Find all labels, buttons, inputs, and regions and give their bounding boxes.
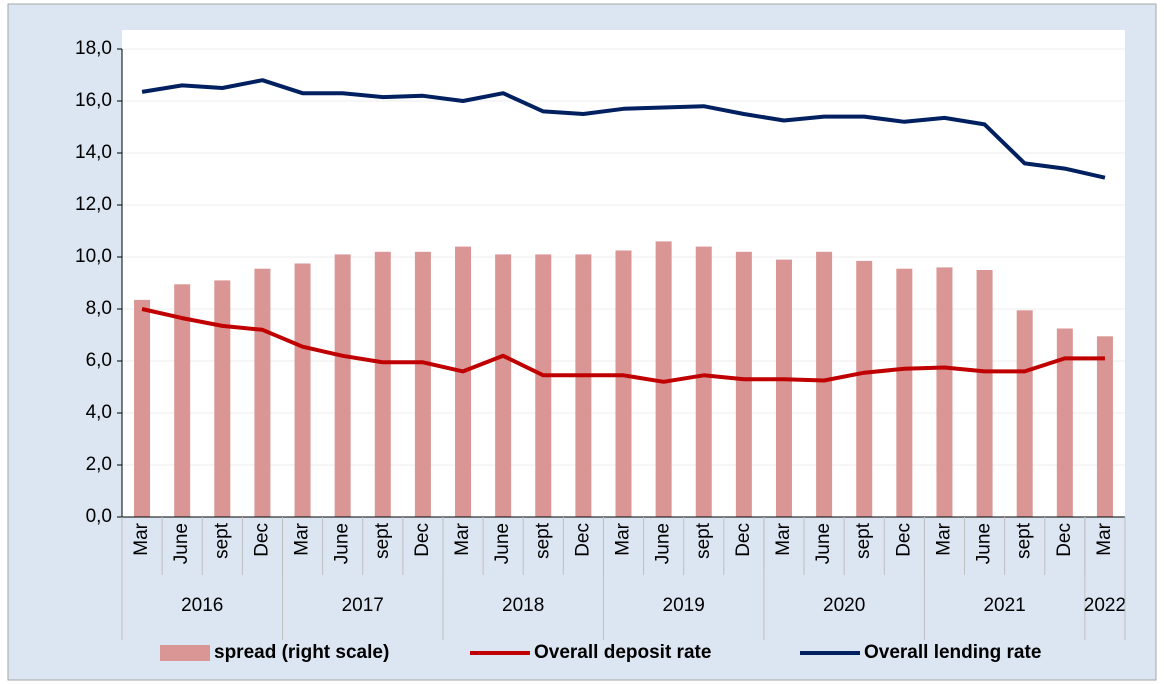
bar bbox=[374, 251, 391, 518]
y-tick-label: 16,0 bbox=[75, 90, 112, 111]
x-tick-label: Dec bbox=[412, 523, 433, 557]
line bbox=[141, 307, 1105, 384]
bar bbox=[1056, 328, 1073, 517]
x-tick-label: Dec bbox=[251, 523, 272, 557]
x-group-label: 2020 bbox=[823, 595, 865, 616]
x-tick-label: sept bbox=[1014, 522, 1035, 559]
x-tick-label: June bbox=[171, 523, 192, 564]
legend-swatch bbox=[160, 645, 210, 661]
y-tick-label: 6,0 bbox=[86, 350, 112, 371]
x-tick-label: Dec bbox=[733, 523, 754, 557]
bar bbox=[174, 284, 191, 517]
x-group-label: 2019 bbox=[663, 595, 705, 616]
y-tick-label: 10,0 bbox=[75, 246, 112, 267]
x-group-label: 2021 bbox=[983, 595, 1025, 616]
x-tick-label: sept bbox=[372, 522, 393, 559]
x-tick-label: Dec bbox=[572, 523, 593, 557]
bar bbox=[455, 246, 472, 517]
bar bbox=[575, 254, 592, 517]
x-tick-label: Mar bbox=[613, 522, 634, 555]
x-tick-label: Mar bbox=[773, 522, 794, 555]
bar bbox=[1016, 310, 1033, 517]
x-tick-label: June bbox=[813, 523, 834, 564]
y-tick-label: 4,0 bbox=[86, 402, 112, 423]
x-tick-label: Mar bbox=[1094, 522, 1115, 555]
bar bbox=[334, 254, 351, 517]
x-tick-label: sept bbox=[693, 522, 714, 559]
bar bbox=[896, 268, 913, 517]
line bbox=[141, 78, 1106, 180]
y-tick-label: 14,0 bbox=[75, 142, 112, 163]
bar bbox=[816, 251, 833, 518]
legend-label: Overall deposit rate bbox=[534, 642, 711, 663]
x-tick-label: sept bbox=[211, 522, 232, 559]
x-tick-label: June bbox=[332, 523, 353, 564]
legend-label: Overall lending rate bbox=[864, 642, 1041, 663]
y-tick-label: 2,0 bbox=[86, 454, 112, 475]
x-tick-label: June bbox=[492, 523, 513, 564]
x-group-label: 2016 bbox=[181, 595, 223, 616]
bar bbox=[936, 267, 953, 517]
bar bbox=[414, 251, 431, 518]
x-tick-label: sept bbox=[532, 522, 553, 559]
bar bbox=[1096, 336, 1113, 517]
bar bbox=[695, 246, 712, 517]
y-tick-label: 0,0 bbox=[86, 506, 112, 527]
x-tick-label: Dec bbox=[893, 523, 914, 557]
bar bbox=[856, 260, 873, 517]
bar bbox=[495, 254, 512, 517]
x-tick-label: sept bbox=[853, 522, 874, 559]
x-group-label: 2022 bbox=[1084, 595, 1126, 616]
x-tick-label: June bbox=[974, 523, 995, 564]
x-tick-label: Mar bbox=[452, 522, 473, 555]
y-tick-label: 12,0 bbox=[75, 194, 112, 215]
bar bbox=[735, 251, 752, 518]
x-tick-label: Mar bbox=[131, 522, 152, 555]
bar bbox=[214, 280, 231, 517]
x-tick-label: Dec bbox=[1054, 523, 1075, 557]
x-tick-label: Mar bbox=[292, 522, 313, 555]
bar bbox=[655, 241, 672, 517]
legend-label: spread (right scale) bbox=[214, 642, 389, 663]
bar bbox=[535, 254, 552, 517]
x-group-label: 2018 bbox=[502, 595, 544, 616]
bar bbox=[615, 250, 632, 517]
y-tick-label: 8,0 bbox=[86, 298, 112, 319]
bar bbox=[294, 263, 311, 517]
y-tick-label: 18,0 bbox=[75, 38, 112, 59]
bar bbox=[134, 299, 151, 517]
x-tick-label: June bbox=[653, 523, 674, 564]
bar bbox=[976, 270, 993, 517]
x-tick-label: Mar bbox=[933, 522, 954, 555]
bar bbox=[775, 259, 792, 517]
bar bbox=[254, 268, 271, 517]
x-group-label: 2017 bbox=[342, 595, 384, 616]
